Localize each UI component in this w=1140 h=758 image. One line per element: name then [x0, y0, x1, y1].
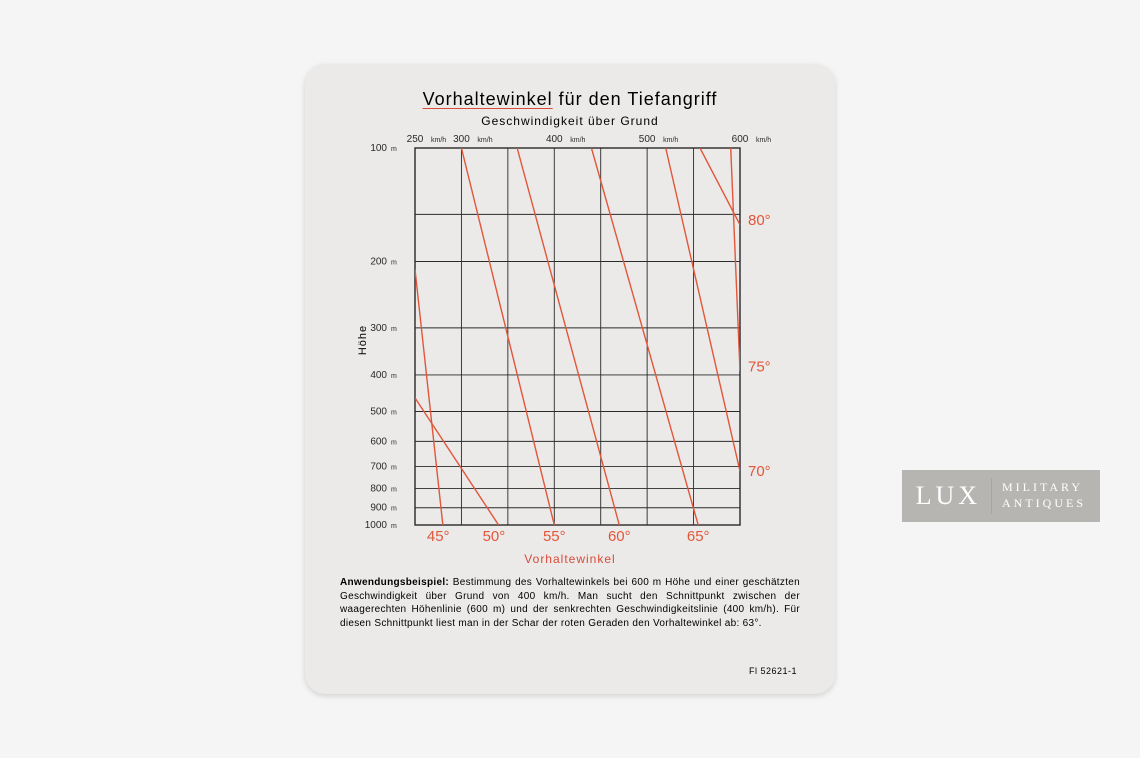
svg-text:250: 250: [407, 134, 424, 145]
svg-text:65°: 65°: [687, 528, 710, 545]
watermark-brand: LUX: [916, 481, 981, 511]
svg-text:km/h: km/h: [477, 137, 492, 144]
svg-text:m: m: [391, 465, 397, 472]
svg-text:900: 900: [370, 503, 387, 514]
svg-text:80°: 80°: [748, 212, 771, 229]
svg-text:800: 800: [370, 483, 387, 494]
watermark: LUX MILITARY ANTIQUES: [902, 470, 1100, 522]
part-number: Fl 52621-1: [749, 666, 797, 676]
svg-text:400: 400: [546, 134, 563, 145]
svg-text:500: 500: [370, 407, 387, 418]
svg-text:50°: 50°: [483, 528, 506, 545]
svg-text:60°: 60°: [608, 528, 631, 545]
svg-text:km/h: km/h: [756, 137, 771, 144]
x-axis-bottom-title: Vorhaltewinkel: [340, 552, 800, 566]
svg-text:600: 600: [370, 436, 387, 447]
title-keyword: Vorhaltewinkel: [423, 89, 553, 109]
svg-text:m: m: [391, 523, 397, 530]
svg-text:m: m: [391, 439, 397, 446]
example-text: Anwendungsbeispiel: Bestimmung des Vorha…: [340, 576, 800, 630]
svg-text:300: 300: [370, 323, 387, 334]
svg-text:m: m: [391, 326, 397, 333]
svg-text:km/h: km/h: [570, 137, 585, 144]
svg-text:m: m: [391, 410, 397, 417]
svg-text:500: 500: [639, 134, 656, 145]
svg-text:200: 200: [370, 256, 387, 267]
svg-text:45°: 45°: [427, 528, 450, 545]
svg-text:600: 600: [732, 134, 749, 145]
svg-text:300: 300: [453, 134, 470, 145]
watermark-divider: [991, 478, 992, 514]
reference-card: Vorhaltewinkel für den Tiefangriff Gesch…: [305, 64, 835, 694]
svg-text:m: m: [391, 373, 397, 380]
svg-text:m: m: [391, 146, 397, 153]
svg-text:700: 700: [370, 462, 387, 473]
svg-text:400: 400: [370, 370, 387, 381]
example-label: Anwendungsbeispiel:: [340, 577, 449, 588]
svg-text:km/h: km/h: [431, 137, 446, 144]
svg-text:m: m: [391, 259, 397, 266]
nomogram-chart: 250km/h300km/h400km/h500km/h600km/h100m2…: [340, 130, 800, 550]
svg-text:75°: 75°: [748, 359, 771, 376]
svg-text:km/h: km/h: [663, 137, 678, 144]
svg-text:m: m: [391, 506, 397, 513]
svg-text:70°: 70°: [748, 463, 771, 480]
chart-container: Höhe 250 km/h 300 km/h 400 km/h 500 km/h 600 km/h…: [340, 130, 800, 550]
y-axis-title: Höhe: [357, 325, 369, 355]
svg-text:1000: 1000: [365, 520, 388, 531]
svg-text:100: 100: [370, 143, 387, 154]
title-rest: für den Tiefangriff: [553, 89, 718, 109]
x-axis-title: Geschwindigkeit über Grund: [340, 114, 800, 128]
svg-text:m: m: [391, 486, 397, 493]
svg-text:55°: 55°: [543, 528, 566, 545]
watermark-text: MILITARY ANTIQUES: [1002, 480, 1086, 511]
card-title: Vorhaltewinkel für den Tiefangriff: [340, 89, 800, 110]
